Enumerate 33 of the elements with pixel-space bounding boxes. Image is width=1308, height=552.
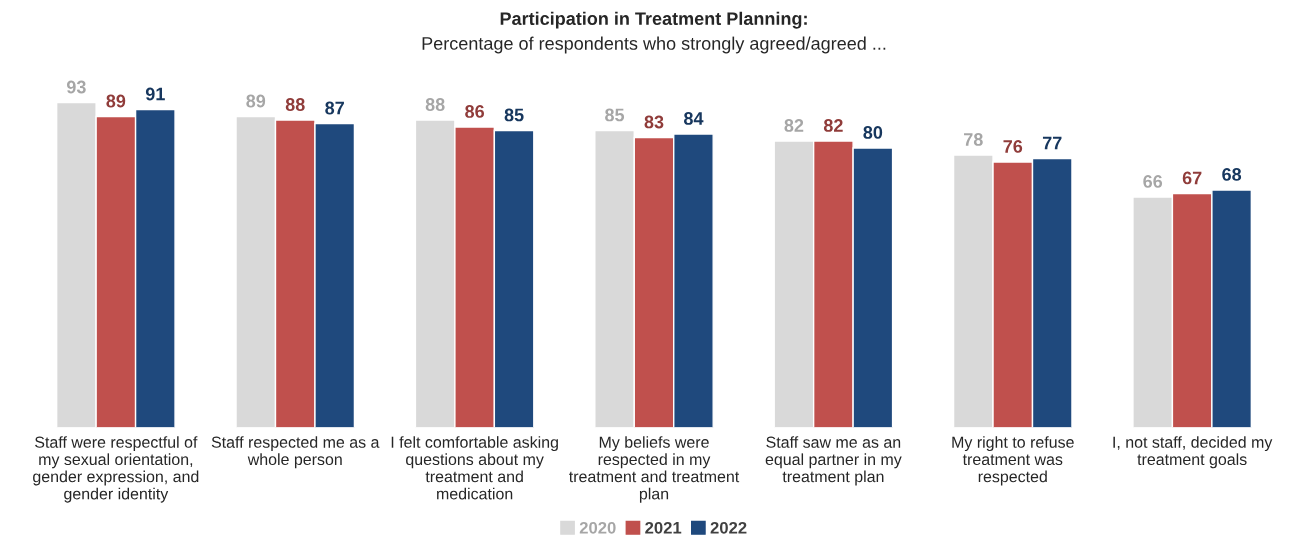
x-tick-label: Staff respected me as a whole person xyxy=(211,436,380,469)
data-label: 68 xyxy=(1222,168,1242,181)
x-tick-label: My beliefs were respected in my treatment and treatment plan xyxy=(569,436,740,503)
data-label: 76 xyxy=(1003,140,1023,153)
legend-label: 2020 xyxy=(579,521,616,534)
data-label: 85 xyxy=(504,108,524,122)
data-label: 77 xyxy=(1042,136,1062,150)
data-label: 89 xyxy=(246,94,266,108)
data-label: 85 xyxy=(605,108,625,122)
data-label: 91 xyxy=(145,87,165,101)
data-label: 89 xyxy=(106,94,126,108)
x-tick-label: I, not staff, decided my treatment goals xyxy=(1113,436,1273,469)
data-label: 88 xyxy=(285,98,305,111)
data-label: 86 xyxy=(465,105,485,118)
legend-label: 2021 xyxy=(645,521,682,534)
data-label: 82 xyxy=(823,119,843,132)
data-label: 84 xyxy=(684,112,704,125)
data-label: 83 xyxy=(644,115,664,129)
data-label: 80 xyxy=(863,126,883,139)
data-label: 67 xyxy=(1182,171,1202,185)
legend-label: 2022 xyxy=(710,521,747,534)
chart-subtitle: Percentage of respondents who strongly agreed/agreed ... xyxy=(422,36,886,54)
x-tick-label: I felt comfortable asking questions about my treatment and medication xyxy=(391,436,558,500)
x-tick-label: My right to refuse treatment was respected xyxy=(952,436,1074,486)
data-label: 87 xyxy=(325,101,344,115)
data-label: 82 xyxy=(784,119,804,132)
data-label: 88 xyxy=(425,98,445,111)
x-tick-label: Staff saw me as an equal partner in my treatment plan xyxy=(765,436,902,486)
data-label: 78 xyxy=(964,133,983,146)
data-label: 93 xyxy=(66,80,86,94)
chart-title: Participation in Treatment Planning: xyxy=(500,11,807,29)
x-tick-label: Staff were respectful of my sexual orientation, gender expression, and gender identity xyxy=(33,436,199,503)
data-label: 66 xyxy=(1143,175,1163,188)
